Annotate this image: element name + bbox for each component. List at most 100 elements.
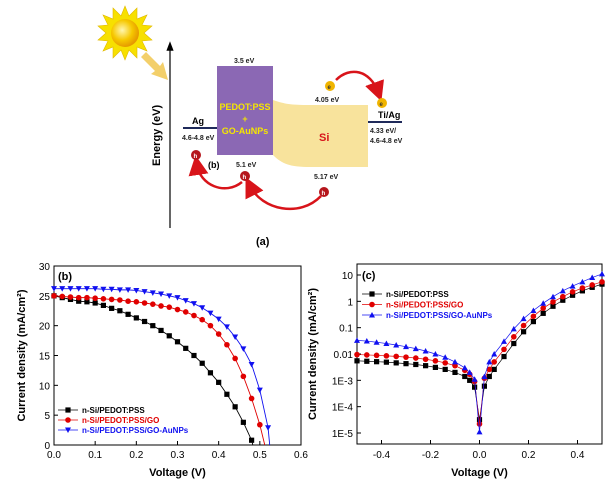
y-tick-label: 15: [39, 352, 51, 363]
hole-icon: h: [319, 187, 329, 197]
data-point: [501, 346, 507, 353]
data-point: [65, 407, 71, 413]
series-n-si-pedot-pss-go-aunps: [51, 286, 272, 446]
data-point: [486, 358, 493, 365]
data-point: [540, 300, 547, 306]
data-point: [92, 295, 98, 302]
band-diagram: Energy (eV) 3.5 eV 5.1 eV 4.05 eV 5.17 e…: [97, 5, 403, 248]
data-point: [560, 293, 566, 300]
go-aunps-label: GO-AuNPs: [222, 126, 269, 136]
svg-text:e: e: [328, 85, 332, 91]
data-point: [199, 305, 206, 311]
data-point: [216, 379, 222, 385]
data-point: [467, 377, 473, 383]
data-point: [530, 307, 537, 313]
energy-axis-label: Energy (eV): [151, 105, 163, 166]
data-point: [75, 294, 82, 301]
data-point: [354, 351, 360, 358]
data-point: [393, 360, 399, 366]
legend-label: n-Si/PEDOT:PSS/GO: [82, 416, 159, 425]
data-point: [550, 303, 556, 309]
legend-label: n-Si/PEDOT:PSS/GO-AuNPs: [82, 426, 189, 435]
data-point: [257, 421, 263, 428]
data-point: [100, 296, 107, 302]
si-vb-label: 5.17 eV: [314, 174, 338, 181]
data-point: [511, 340, 517, 347]
data-point: [150, 323, 156, 329]
x-tick-label: 0.2: [522, 450, 536, 461]
data-point: [158, 291, 165, 298]
series-line: [54, 288, 271, 446]
data-point: [403, 354, 409, 360]
data-point: [65, 417, 71, 423]
data-point: [174, 339, 181, 345]
data-point: [166, 293, 173, 299]
pedot-homo-label: 5.1 eV: [236, 162, 257, 169]
data-point: [354, 337, 360, 343]
pedot-lumo-label: 3.5 eV: [234, 58, 255, 65]
data-point: [65, 427, 71, 433]
data-point: [83, 286, 90, 292]
data-point: [141, 318, 148, 325]
x-tick-label: 0.4: [212, 450, 226, 461]
data-point: [369, 301, 375, 308]
data-point: [108, 296, 115, 303]
data-point: [141, 289, 148, 295]
data-point: [84, 299, 90, 305]
data-point: [199, 360, 205, 366]
pedot-label: PEDOT:PSS: [219, 102, 270, 112]
data-point: [207, 370, 214, 376]
panel-label: (c): [362, 270, 376, 282]
y-axis-label: Current density (mA/cm²): [307, 288, 319, 420]
hole-transfer-arrow-2: [188, 155, 243, 190]
data-point: [207, 322, 214, 329]
data-point: [373, 339, 380, 345]
data-point: [182, 298, 189, 304]
data-point: [550, 299, 556, 305]
x-tick-label: -0.4: [373, 450, 391, 461]
data-point: [166, 333, 172, 339]
data-point: [125, 298, 131, 305]
data-point: [491, 359, 498, 365]
data-point: [191, 352, 197, 359]
data-point: [76, 298, 82, 304]
data-point: [125, 311, 131, 317]
data-point: [599, 279, 605, 285]
data-point: [452, 358, 458, 365]
data-point: [486, 366, 493, 373]
svg-text:h: h: [243, 175, 247, 181]
data-point: [265, 425, 272, 431]
hole-transfer-arrow-1: [245, 177, 322, 211]
data-point: [59, 293, 66, 300]
data-point: [476, 421, 483, 427]
hole-icon: h: [240, 171, 250, 181]
data-point: [393, 341, 400, 348]
y-tick-label: 1: [347, 297, 353, 308]
data-point: [150, 301, 156, 307]
data-point: [501, 338, 507, 344]
data-point: [559, 287, 566, 294]
data-point: [369, 291, 375, 297]
data-point: [491, 366, 497, 373]
data-point: [486, 373, 492, 380]
data-point: [442, 366, 448, 373]
data-point: [540, 305, 546, 311]
data-point: [149, 290, 156, 296]
y-tick-label: 1E-3: [332, 376, 354, 387]
data-point: [67, 286, 74, 292]
data-point: [579, 278, 586, 285]
svg-text:e: e: [380, 102, 384, 108]
si-cb-label: 4.05 eV: [315, 97, 339, 104]
data-point: [92, 286, 99, 292]
data-point: [560, 297, 566, 303]
data-point: [442, 354, 449, 360]
tiag-label: Ti/Ag: [378, 110, 400, 120]
data-point: [125, 287, 132, 293]
data-point: [117, 297, 123, 303]
tiag-energy-label-2: 4.6-4.8 eV: [370, 138, 403, 145]
y-tick-label: 0.01: [334, 350, 354, 361]
data-point: [174, 295, 181, 301]
data-point: [100, 286, 107, 293]
data-point: [383, 353, 390, 359]
data-point: [589, 274, 596, 281]
